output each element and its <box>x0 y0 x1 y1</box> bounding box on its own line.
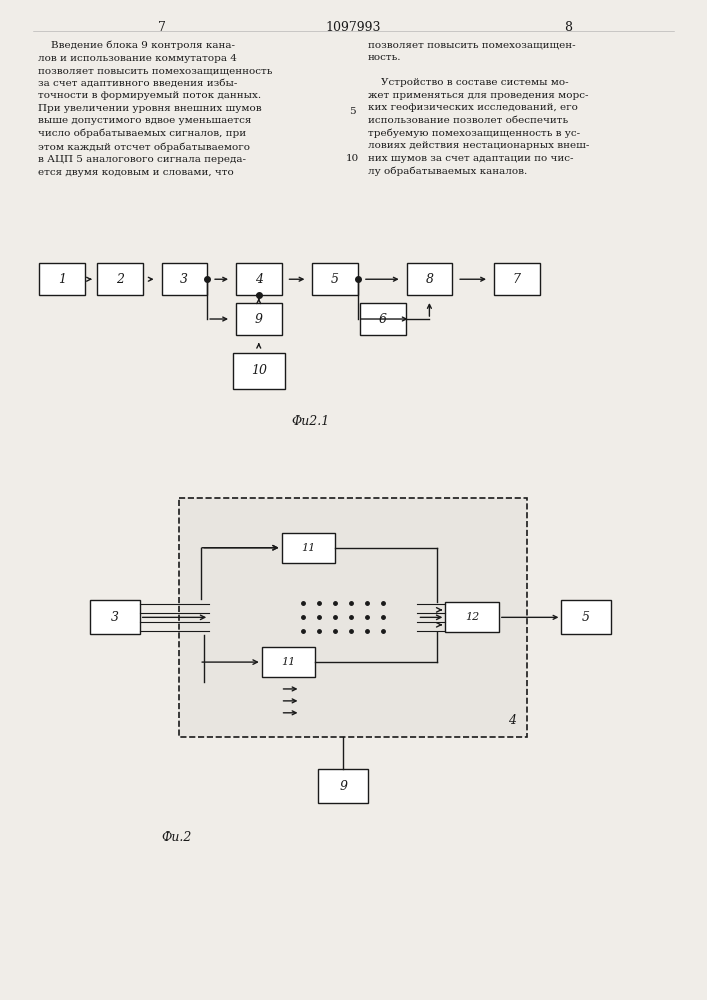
Text: 11: 11 <box>281 657 296 667</box>
Text: 7: 7 <box>158 21 165 34</box>
Text: Φu2.1: Φu2.1 <box>291 415 329 428</box>
Text: 11: 11 <box>301 543 315 553</box>
Text: 3: 3 <box>180 273 188 286</box>
Text: 7: 7 <box>513 273 521 286</box>
Text: 9: 9 <box>255 313 263 326</box>
Bar <box>236 263 281 295</box>
Text: 6: 6 <box>379 313 387 326</box>
Text: 5: 5 <box>331 273 339 286</box>
Text: 9: 9 <box>339 780 347 793</box>
Text: 8: 8 <box>426 273 433 286</box>
Text: 12: 12 <box>465 612 479 622</box>
Text: 3: 3 <box>111 611 119 624</box>
Bar <box>318 769 368 803</box>
Text: позволяет повысить помехозащищен-
ность.

    Устройство в составе системы мо-
ж: позволяет повысить помехозащищен- ность.… <box>368 41 589 176</box>
Bar <box>90 600 140 634</box>
Bar <box>161 263 207 295</box>
Bar <box>360 303 406 335</box>
Bar <box>445 602 499 632</box>
Bar <box>561 600 611 634</box>
Text: 5: 5 <box>349 107 356 116</box>
Bar <box>494 263 539 295</box>
Bar <box>236 303 281 335</box>
Bar <box>97 263 143 295</box>
Text: 10: 10 <box>251 364 267 377</box>
Bar <box>262 647 315 677</box>
Text: 1097993: 1097993 <box>325 21 381 34</box>
Bar <box>40 263 85 295</box>
Bar <box>312 263 358 295</box>
Text: 4: 4 <box>255 273 263 286</box>
Bar <box>233 353 284 389</box>
Bar <box>180 498 527 737</box>
Bar <box>281 533 335 563</box>
Text: 8: 8 <box>564 21 572 34</box>
Text: 10: 10 <box>346 154 358 163</box>
Text: Фu.2: Фu.2 <box>161 831 192 844</box>
Text: 5: 5 <box>582 611 590 624</box>
Text: 4: 4 <box>508 714 515 727</box>
Bar <box>407 263 452 295</box>
Text: 2: 2 <box>116 273 124 286</box>
Text: 1: 1 <box>58 273 66 286</box>
Text: Введение блока 9 контроля кана-
лов и использование коммутатора 4
позволяет повы: Введение блока 9 контроля кана- лов и ис… <box>37 41 272 177</box>
